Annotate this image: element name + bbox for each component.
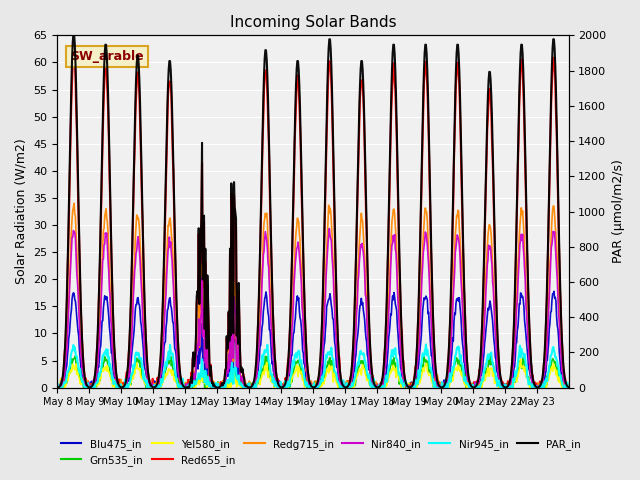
Title: Incoming Solar Bands: Incoming Solar Bands [230,15,396,30]
Legend: Blu475_in, Grn535_in, Yel580_in, Red655_in, Redg715_in, Nir840_in, Nir945_in, PA: Blu475_in, Grn535_in, Yel580_in, Red655_… [56,434,585,470]
Y-axis label: PAR (μmol/m2/s): PAR (μmol/m2/s) [612,159,625,264]
Text: SW_arable: SW_arable [70,50,144,63]
Y-axis label: Solar Radiation (W/m2): Solar Radiation (W/m2) [15,139,28,284]
